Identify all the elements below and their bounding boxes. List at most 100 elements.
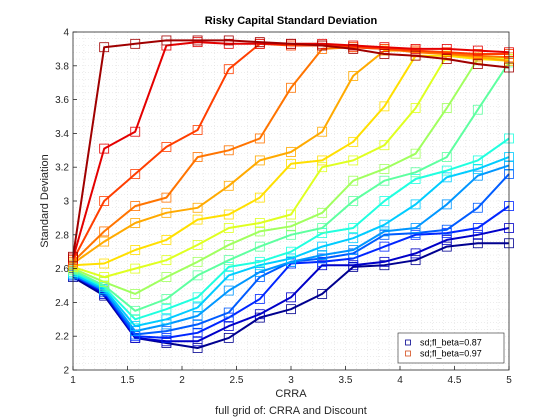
data-point-6-3	[161, 304, 172, 315]
data-point-6-5	[223, 262, 234, 272]
data-point-8-8	[317, 207, 328, 218]
data-point-6-10	[379, 196, 390, 206]
data-point-4-9	[348, 245, 359, 255]
data-point-6-4	[192, 292, 203, 303]
data-point-1-11	[410, 248, 421, 259]
data-point-9-5	[223, 223, 234, 233]
data-point-1-13	[472, 229, 483, 240]
data-point-2-6	[254, 294, 265, 304]
series-9	[68, 50, 514, 282]
data-point-11-9	[348, 71, 359, 81]
series-line-1	[72, 227, 510, 343]
data-point-9-6	[254, 218, 265, 228]
data-point-9-3	[161, 255, 172, 266]
data-point-12-7	[286, 82, 296, 93]
series-line-5	[72, 156, 510, 328]
data-point-7-11	[410, 167, 421, 178]
data-point-3-12	[441, 224, 452, 235]
x-tick-label-5: 3.5	[339, 375, 353, 386]
data-point-12-5	[223, 145, 234, 156]
data-point-7-12	[441, 152, 452, 162]
data-point-8-4	[192, 256, 203, 267]
legend-marker-0	[405, 339, 411, 346]
data-point-5-7	[286, 253, 296, 264]
data-point-0-12	[441, 241, 452, 252]
data-point-1-6	[254, 309, 265, 320]
data-point-9-8	[317, 162, 328, 173]
data-point-12-1	[99, 226, 110, 237]
data-point-6-11	[410, 174, 421, 184]
data-point-4-11	[410, 223, 421, 233]
data-point-1-12	[441, 234, 452, 245]
data-point-6-7	[286, 246, 296, 257]
data-point-15-11	[410, 50, 421, 61]
series-line-12	[72, 46, 510, 263]
series-line-4	[72, 164, 510, 333]
y-axis-label: Standard Deviation	[39, 154, 51, 248]
data-point-10-3	[161, 234, 172, 245]
data-point-11-4	[192, 202, 203, 213]
data-point-13-1	[99, 196, 110, 206]
y-tick-label-0: 2	[63, 366, 69, 377]
data-point-10-9	[348, 136, 359, 147]
series-line-9	[72, 54, 510, 279]
data-point-14-13	[472, 45, 483, 56]
x-tick-label-2: 2	[179, 375, 185, 386]
data-point-4-6	[254, 267, 265, 277]
data-point-4-12	[441, 199, 452, 210]
data-point-15-9	[348, 44, 359, 54]
data-point-9-11	[410, 103, 421, 113]
x-tick-label-1: 1.5	[121, 375, 135, 386]
data-point-15-12	[441, 54, 452, 64]
series-line-2	[72, 205, 510, 339]
data-point-6-13	[472, 155, 483, 166]
data-point-5-10	[379, 219, 390, 230]
data-point-2-3	[161, 332, 172, 343]
data-point-10-6	[254, 192, 265, 203]
data-point-15-10	[379, 49, 390, 59]
data-point-8-10	[379, 163, 390, 174]
data-point-8-2	[130, 289, 141, 299]
data-point-11-2	[130, 218, 141, 228]
legend: sd;fl_beta=0.87 sd;fl_beta=0.97	[397, 332, 505, 364]
data-point-6-6	[254, 256, 265, 267]
data-point-15-13	[472, 59, 483, 70]
data-point-5-9	[348, 233, 359, 244]
data-point-15-8	[317, 40, 328, 51]
x-tick-label-6: 4	[397, 375, 403, 386]
series-layer	[68, 35, 514, 353]
data-point-10-1	[99, 258, 110, 269]
data-point-14-1	[99, 143, 110, 154]
data-point-1-4	[192, 336, 203, 347]
data-point-7-7	[286, 229, 296, 240]
data-point-6-2	[130, 314, 141, 325]
y-tick-label-4: 2.8	[55, 230, 69, 241]
data-point-8-5	[223, 240, 234, 250]
data-point-8-11	[410, 148, 421, 159]
data-point-5-11	[410, 199, 421, 210]
legend-box	[397, 332, 505, 364]
y-tick-label-5: 3	[63, 197, 69, 208]
data-point-0-5	[223, 332, 234, 343]
data-point-8-6	[254, 226, 265, 237]
data-point-5-3	[161, 314, 172, 325]
data-point-11-5	[223, 180, 234, 191]
data-point-9-9	[348, 155, 359, 166]
data-point-7-2	[130, 305, 141, 316]
data-point-10-10	[379, 101, 390, 112]
data-point-12-3	[161, 192, 172, 203]
series-line-6	[72, 137, 510, 321]
data-point-13-2	[130, 169, 141, 179]
y-tick-label-3: 2.6	[55, 264, 69, 275]
data-point-2-10	[379, 241, 390, 252]
legend-label-1: sd;fl_beta=0.97	[420, 349, 482, 359]
data-point-4-5	[223, 285, 234, 296]
data-point-5-5	[223, 270, 234, 281]
data-point-1-7	[286, 292, 296, 303]
data-point-5-4	[192, 302, 203, 313]
data-point-8-9	[348, 175, 359, 186]
data-point-7-3	[161, 294, 172, 304]
data-point-0-13	[472, 238, 483, 249]
data-point-13-4	[192, 125, 203, 135]
data-point-7-8	[317, 223, 328, 233]
